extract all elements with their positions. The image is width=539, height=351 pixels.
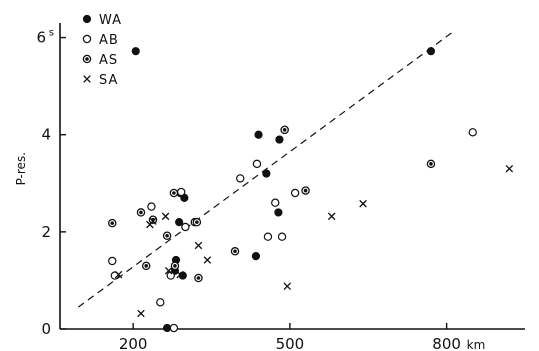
legend: WA AB AS SA — [82, 13, 122, 88]
point-sa — [203, 256, 212, 264]
point-sa — [327, 212, 336, 221]
point-wa — [251, 252, 261, 261]
data-points — [107, 47, 514, 333]
point-sa — [176, 270, 184, 279]
x-tick-label: 800 — [432, 335, 461, 351]
legend-item-sa: SA — [83, 73, 118, 88]
series-wa — [131, 47, 436, 333]
point-as — [426, 159, 436, 169]
point-wa — [175, 218, 184, 227]
point-ab — [252, 159, 262, 169]
point-ab — [108, 256, 117, 266]
y-tick-label: 2 — [41, 223, 51, 241]
point-ab — [156, 298, 165, 307]
point-ab — [271, 198, 280, 207]
axes — [59, 23, 525, 330]
point-as — [169, 188, 179, 198]
x-tick-label: 200 — [119, 335, 148, 351]
point-as — [280, 125, 289, 135]
legend-marker-as — [82, 54, 92, 64]
point-wa — [426, 47, 436, 56]
point-as — [136, 208, 146, 217]
point-sa — [164, 266, 173, 275]
y-axis-label: P-res. — [14, 152, 28, 185]
point-ab — [277, 232, 287, 241]
y-tick-label: 4 — [41, 126, 51, 144]
point-ab — [468, 128, 477, 137]
point-wa — [254, 130, 263, 139]
point-ab — [181, 222, 190, 232]
point-wa — [262, 169, 271, 178]
point-ab — [236, 174, 245, 183]
legend-label: AB — [99, 33, 119, 48]
point-as — [230, 247, 240, 256]
legend-label: AS — [99, 53, 118, 68]
point-ab — [290, 188, 300, 198]
x-tick-label: 500 — [276, 335, 305, 351]
legend-item-as: AS — [82, 53, 118, 68]
point-as — [194, 273, 203, 283]
series-as — [107, 125, 436, 283]
point-ab — [263, 232, 273, 241]
point-as — [148, 215, 158, 224]
legend-label: WA — [99, 13, 122, 28]
point-wa — [131, 47, 140, 56]
point-as — [192, 217, 202, 227]
y-tick-label: 0 — [41, 320, 51, 338]
point-wa — [163, 323, 172, 333]
y-unit-label: s — [49, 28, 54, 39]
x-axis-label: km — [467, 338, 486, 351]
point-as — [170, 261, 180, 271]
series-ab — [108, 128, 477, 333]
legend-marker-sa — [83, 75, 91, 83]
legend-label: SA — [99, 73, 118, 88]
legend-item-wa: WA — [82, 13, 122, 28]
point-sa — [149, 217, 157, 225]
point-ab — [169, 323, 179, 333]
tick-labels: 200 500 800 0 2 4 6 s — [36, 28, 460, 351]
point-sa — [114, 270, 123, 279]
point-sa — [283, 282, 292, 291]
legend-item-ab: AB — [82, 33, 119, 48]
point-ab — [177, 187, 186, 197]
point-as — [107, 218, 117, 228]
point-sa — [505, 164, 514, 173]
point-sa — [161, 212, 170, 221]
point-wa — [275, 135, 284, 144]
tick-marks — [60, 36, 448, 330]
point-as — [162, 231, 172, 240]
y-tick-label: 6 — [36, 29, 46, 47]
point-wa — [274, 208, 283, 217]
point-as — [141, 261, 151, 271]
point-ab — [147, 202, 156, 211]
point-sa — [137, 309, 145, 318]
series-sa — [114, 164, 514, 318]
legend-marker-wa — [82, 14, 92, 24]
legend-marker-ab — [82, 34, 92, 44]
point-as — [301, 186, 310, 195]
point-sa — [194, 241, 203, 250]
point-sa — [359, 199, 367, 208]
